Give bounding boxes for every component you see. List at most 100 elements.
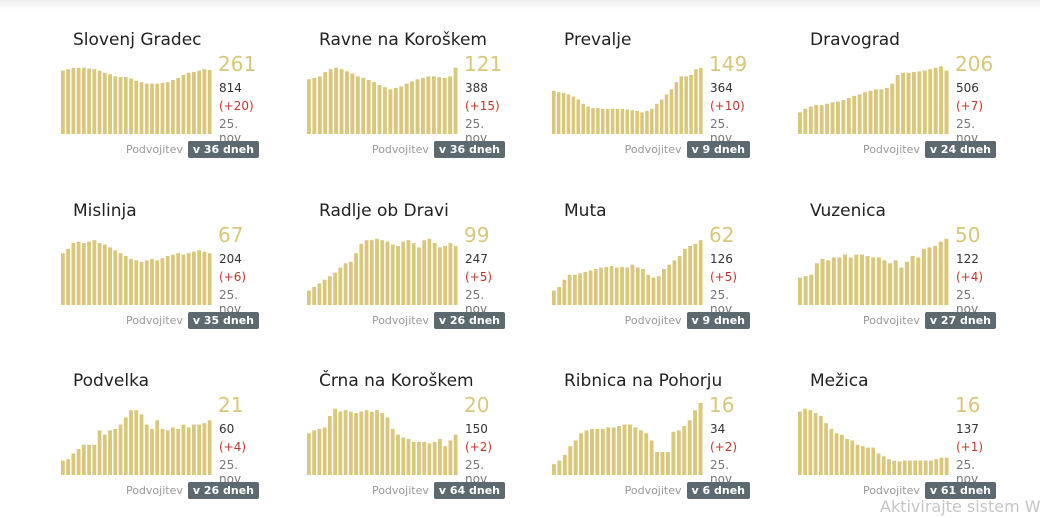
bar bbox=[620, 266, 624, 305]
bar bbox=[388, 89, 393, 134]
doubling-label: Podvojitev bbox=[371, 142, 429, 156]
active-cases-value: 50 bbox=[955, 223, 981, 247]
bar bbox=[102, 244, 107, 305]
bar bbox=[892, 460, 897, 475]
municipality-card: Vuzenica 50 122 (+4) 25. nov Podvojitev v 27 d… bbox=[798, 201, 998, 341]
bar bbox=[181, 424, 186, 475]
bar-chart bbox=[307, 238, 458, 305]
bar-chart bbox=[798, 238, 949, 305]
bar bbox=[699, 67, 703, 134]
bar bbox=[61, 70, 65, 134]
municipality-card: Slovenj Gradec 261 814 (+20) 25. nov Podvojit… bbox=[61, 30, 261, 170]
doubling-info: Podvojitev v 24 dneh bbox=[863, 140, 996, 158]
bar bbox=[562, 279, 567, 305]
bar bbox=[338, 267, 343, 305]
bar bbox=[406, 240, 411, 305]
bar bbox=[836, 101, 840, 134]
bar bbox=[798, 411, 802, 475]
bar bbox=[76, 241, 81, 305]
bar bbox=[76, 67, 81, 134]
card-title: Mežica bbox=[810, 371, 869, 391]
active-cases-value: 21 bbox=[218, 393, 244, 417]
daily-change-value: (+20) bbox=[219, 99, 254, 113]
bar bbox=[586, 106, 590, 134]
bar bbox=[448, 440, 453, 475]
active-cases-value: 121 bbox=[464, 52, 503, 76]
bar bbox=[667, 264, 672, 305]
bar bbox=[552, 464, 556, 475]
bar bbox=[333, 408, 337, 475]
bar bbox=[372, 82, 377, 134]
bar bbox=[390, 428, 395, 475]
bar bbox=[171, 254, 175, 305]
bar bbox=[893, 260, 898, 305]
bar bbox=[578, 273, 582, 305]
bar bbox=[601, 108, 605, 134]
bar bbox=[571, 96, 576, 134]
municipality-card: Prevalje 149 364 (+10) 25. nov Podvojitev v 9 … bbox=[552, 30, 752, 170]
total-cases-value: 247 bbox=[465, 252, 488, 266]
bar bbox=[343, 263, 348, 305]
bar bbox=[422, 441, 427, 475]
bar-chart bbox=[307, 67, 458, 134]
bar bbox=[674, 82, 679, 134]
bar bbox=[859, 254, 864, 305]
bar bbox=[197, 424, 202, 475]
bar bbox=[415, 79, 420, 134]
bar bbox=[694, 69, 698, 134]
bar bbox=[202, 251, 207, 305]
bar bbox=[328, 69, 333, 134]
bar bbox=[693, 243, 698, 305]
bar bbox=[635, 110, 639, 134]
bar bbox=[71, 67, 76, 134]
bar bbox=[622, 424, 627, 475]
bar bbox=[825, 103, 830, 134]
bar bbox=[809, 274, 814, 305]
total-cases-value: 137 bbox=[956, 422, 979, 436]
bar bbox=[66, 69, 71, 134]
bar bbox=[323, 72, 328, 134]
bar bbox=[396, 434, 400, 475]
bar bbox=[317, 283, 322, 305]
bar bbox=[438, 247, 442, 305]
bar bbox=[845, 439, 849, 475]
bar bbox=[377, 85, 382, 134]
bar bbox=[139, 414, 144, 475]
bar bbox=[453, 67, 458, 134]
bar bbox=[843, 254, 848, 305]
bar bbox=[307, 290, 311, 305]
doubling-label: Podvojitev bbox=[125, 313, 183, 327]
bar bbox=[808, 106, 813, 134]
bar bbox=[192, 251, 196, 305]
bar bbox=[399, 86, 404, 134]
total-cases-value: 34 bbox=[710, 422, 726, 436]
bar bbox=[635, 267, 640, 305]
bar bbox=[830, 102, 835, 134]
doubling-info: Podvojitev v 9 dneh bbox=[625, 311, 750, 329]
bar bbox=[134, 410, 139, 475]
bar bbox=[819, 105, 824, 134]
bar bbox=[855, 444, 860, 475]
daily-change-value: (+7) bbox=[956, 99, 984, 113]
bar bbox=[406, 439, 411, 475]
bar bbox=[87, 241, 91, 305]
bar bbox=[333, 272, 337, 305]
bar bbox=[87, 68, 91, 134]
bar bbox=[938, 241, 943, 305]
bar bbox=[118, 253, 123, 305]
bar bbox=[139, 82, 144, 134]
bar bbox=[698, 240, 703, 305]
bar bbox=[448, 243, 453, 305]
municipality-card: Podvelka 21 60 (+4) 25. nov Podvojitev v 26 dn… bbox=[61, 371, 261, 511]
bar bbox=[338, 411, 343, 475]
doubling-badge: v 26 dneh bbox=[187, 481, 259, 499]
bar bbox=[630, 110, 634, 134]
bar bbox=[123, 256, 128, 305]
bar bbox=[92, 444, 97, 475]
bar bbox=[361, 77, 366, 134]
bar bbox=[590, 428, 594, 475]
bar bbox=[890, 83, 895, 134]
card-title: Črna na Koroškem bbox=[319, 371, 474, 391]
bar bbox=[71, 453, 76, 475]
bar bbox=[375, 410, 379, 475]
